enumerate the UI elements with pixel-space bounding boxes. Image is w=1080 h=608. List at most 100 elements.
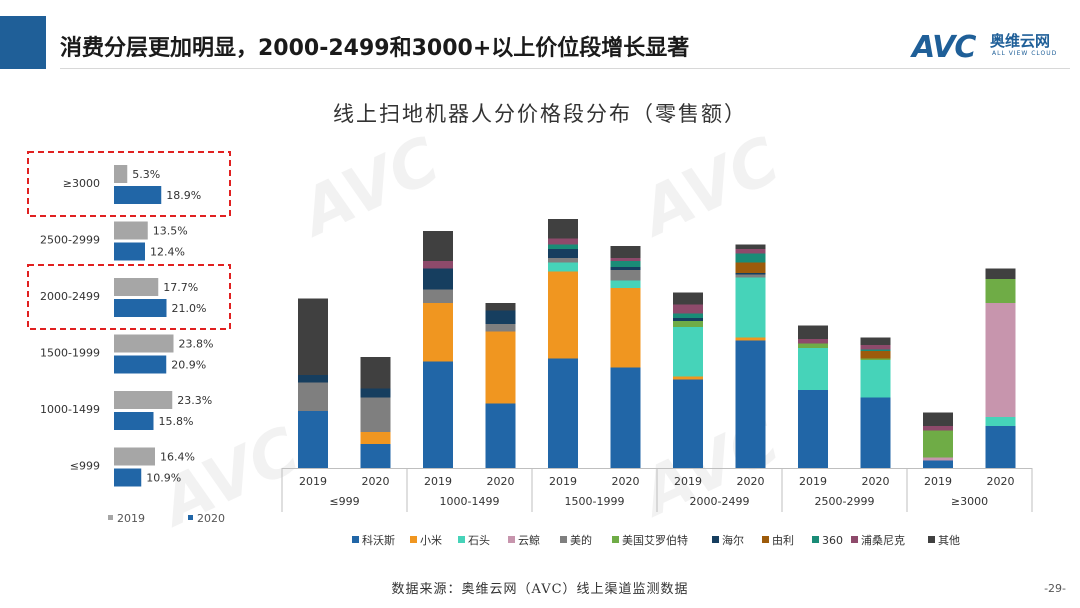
- stack-segment: [485, 303, 516, 311]
- stack-segment: [485, 324, 516, 332]
- legend-swatch: [508, 536, 515, 543]
- stack-segment: [985, 417, 1016, 426]
- stack-segment: [360, 397, 391, 432]
- category-label: 1500-1999: [40, 347, 100, 360]
- avc-logo: AVC 奥维云网 ALL VIEW CLOUD: [912, 26, 1072, 68]
- stack-segment: [798, 325, 828, 339]
- stack-segment: [985, 303, 1016, 417]
- stack-segment: [673, 321, 703, 327]
- stack-segment: [923, 412, 953, 426]
- legend-swatch: [458, 536, 465, 543]
- stack-segment: [610, 367, 641, 468]
- year-tick-label: 2019: [924, 475, 952, 488]
- stack-segment: [673, 318, 703, 321]
- stack-segment: [923, 460, 953, 468]
- year-tick-label: 2020: [862, 475, 890, 488]
- stack-segment: [735, 262, 766, 273]
- stack-segment: [423, 361, 453, 468]
- year-tick-label: 2019: [799, 475, 827, 488]
- stack-segment: [423, 268, 453, 290]
- stack-segment: [610, 246, 641, 258]
- stack-segment: [923, 426, 953, 431]
- stack-segment: [735, 277, 766, 338]
- legend-label: 科沃斯: [362, 533, 395, 547]
- stack-segment: [985, 279, 1016, 303]
- legend-swatch: [812, 536, 819, 543]
- stack-segment: [360, 444, 391, 468]
- data-label-2020: 15.8%: [159, 415, 194, 428]
- stack-segment: [798, 348, 828, 390]
- data-label-2020: 20.9%: [171, 359, 206, 372]
- stack-segment: [798, 343, 828, 348]
- highlight-box: [27, 151, 231, 217]
- bar-2019: [114, 391, 173, 409]
- year-tick-label: 2020: [987, 475, 1015, 488]
- data-label-2019: 23.8%: [179, 338, 214, 351]
- data-label-2020: 12.4%: [150, 246, 185, 259]
- legend-swatch: [560, 536, 567, 543]
- legend-swatch-2020: [188, 515, 193, 520]
- data-label-2019: 17.7%: [163, 281, 198, 294]
- stack-segment: [548, 238, 578, 245]
- bar-2019: [114, 221, 148, 240]
- bar-2019: [114, 165, 128, 183]
- data-label-2020: 21.0%: [172, 302, 207, 315]
- legend-label: 云鲸: [518, 533, 540, 547]
- logo-avc-text: AVC: [912, 30, 976, 65]
- legend-label: 其他: [938, 534, 960, 547]
- stack-segment: [485, 403, 516, 468]
- logo-cn-text: 奥维云网: [990, 32, 1051, 50]
- group-label: 2500-2999: [815, 495, 875, 508]
- stack-segment: [985, 426, 1016, 468]
- category-label: 2000-2499: [40, 290, 100, 303]
- category-label: 2500-2999: [40, 234, 100, 247]
- stack-segment: [673, 379, 703, 468]
- stack-segment: [548, 244, 578, 249]
- stack-segment: [298, 382, 328, 411]
- category-label: 1000-1499: [40, 403, 100, 416]
- stack-segment: [423, 261, 453, 269]
- data-label-2019: 13.5%: [153, 225, 188, 238]
- stack-segment: [610, 267, 641, 270]
- stack-segment: [798, 390, 828, 468]
- stack-segment: [610, 288, 641, 368]
- stack-segment: [923, 457, 953, 461]
- legend-swatch: [712, 536, 719, 543]
- stack-segment: [423, 289, 453, 303]
- page-title: 消费分层更加明显，2000-2499和3000+以上价位段增长显著: [60, 36, 690, 61]
- stack-segment: [610, 280, 641, 288]
- bar-2020: [114, 299, 167, 317]
- stack-segment: [673, 313, 703, 318]
- stack-segment: [735, 273, 766, 275]
- stack-segment: [923, 430, 953, 458]
- legend-label: 由利: [772, 533, 794, 547]
- stack-segment: [860, 351, 891, 359]
- logo-en-text: ALL VIEW CLOUD: [992, 50, 1058, 57]
- legend-label: 海尔: [722, 533, 744, 547]
- year-tick-label: 2020: [362, 475, 390, 488]
- legend-label: 美的: [570, 533, 592, 547]
- legend-label: 360: [822, 534, 843, 547]
- year-tick-label: 2020: [737, 475, 765, 488]
- stack-segment: [548, 262, 578, 272]
- bar-2020: [114, 186, 162, 204]
- stack-segment: [610, 258, 641, 261]
- header-accent-bar: [0, 16, 46, 69]
- data-label-2019: 16.4%: [160, 451, 195, 464]
- year-tick-label: 2020: [612, 475, 640, 488]
- category-label: ≥3000: [63, 177, 100, 190]
- header-divider: [60, 68, 1070, 69]
- stack-segment: [735, 253, 766, 263]
- group-label: ≥3000: [951, 495, 988, 508]
- bar-2020: [114, 412, 154, 430]
- stack-segment: [735, 249, 766, 254]
- bar-2019: [114, 447, 155, 466]
- year-tick-label: 2019: [299, 475, 327, 488]
- stack-segment: [610, 270, 641, 281]
- data-label-2019: 23.3%: [177, 394, 212, 407]
- stack-segment: [735, 274, 766, 278]
- year-tick-label: 2019: [674, 475, 702, 488]
- stack-segment: [860, 337, 891, 345]
- legend-label: 美国艾罗伯特: [622, 533, 688, 547]
- highlight-box: [27, 264, 231, 330]
